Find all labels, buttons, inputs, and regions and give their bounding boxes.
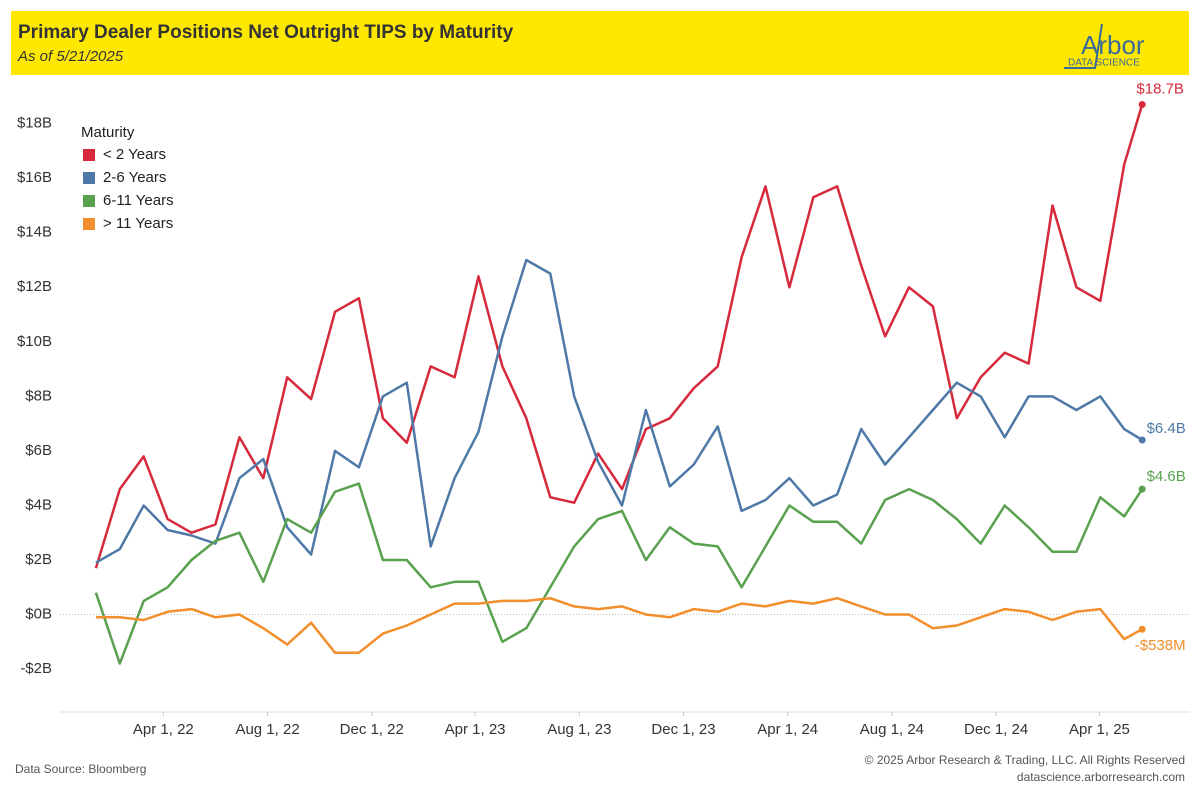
y-tick-label: $2B: [25, 551, 52, 568]
legend-label: 6-11 Years: [103, 192, 174, 209]
legend-label: > 11 Years: [103, 215, 173, 232]
y-tick-label: $14B: [17, 224, 52, 241]
x-tick-label: Aug 1, 24: [860, 721, 924, 738]
chart-title: Primary Dealer Positions Net Outright TI…: [18, 22, 514, 43]
end-point: [1138, 436, 1146, 444]
x-tick-label: Dec 1, 22: [340, 721, 404, 738]
y-tick-label: $12B: [17, 278, 52, 295]
legend-swatch: [83, 149, 95, 161]
x-tick-label: Apr 1, 25: [1069, 721, 1130, 738]
logo-mark: [1064, 23, 1103, 69]
end-label: $4.6B: [1147, 468, 1186, 485]
chart-subtitle: As of 5/21/2025: [17, 48, 124, 65]
series-line: [95, 596, 1143, 654]
x-tick-label: Dec 1, 24: [964, 721, 1028, 738]
x-tick-label: Apr 1, 22: [133, 721, 194, 738]
x-tick-label: Apr 1, 24: [757, 721, 818, 738]
y-tick-label: $18B: [17, 115, 52, 132]
y-tick-label: $8B: [25, 387, 52, 404]
y-tick-label: -$2B: [20, 660, 52, 677]
x-tick-label: Dec 1, 23: [651, 721, 715, 738]
end-point: [1138, 625, 1146, 633]
legend-title: Maturity: [81, 124, 135, 141]
x-tick-label: Apr 1, 23: [445, 721, 506, 738]
legend-label: < 2 Years: [103, 146, 166, 163]
end-point: [1138, 101, 1146, 109]
end-label: $18.7B: [1136, 81, 1184, 98]
y-tick-label: $10B: [17, 333, 52, 350]
logo-tagline: DATA SCIENCE: [1068, 58, 1140, 69]
series-line: [95, 258, 1143, 564]
x-tick-label: Aug 1, 22: [235, 721, 299, 738]
y-tick-label: $6B: [25, 442, 52, 459]
copyright: © 2025 Arbor Research & Trading, LLC. Al…: [865, 753, 1185, 767]
end-point: [1138, 485, 1146, 493]
x-tick-label: Aug 1, 23: [547, 721, 611, 738]
legend-swatch: [83, 195, 95, 207]
legend-label: 2-6 Years: [103, 169, 166, 186]
y-tick-label: $0B: [25, 606, 52, 623]
y-tick-label: $4B: [25, 496, 52, 513]
y-tick-label: $16B: [17, 169, 52, 186]
logo-name: Arbor: [1081, 30, 1145, 60]
legend-swatch: [83, 218, 95, 230]
source: Data Source: Bloomberg: [15, 762, 146, 776]
legend-swatch: [83, 172, 95, 184]
end-label: -$538M: [1135, 637, 1186, 654]
series-line: [94, 482, 1144, 665]
end-label: $6.4B: [1147, 420, 1186, 437]
header-band: [11, 11, 1189, 75]
url: datascience.arborresearch.com: [1017, 770, 1185, 784]
